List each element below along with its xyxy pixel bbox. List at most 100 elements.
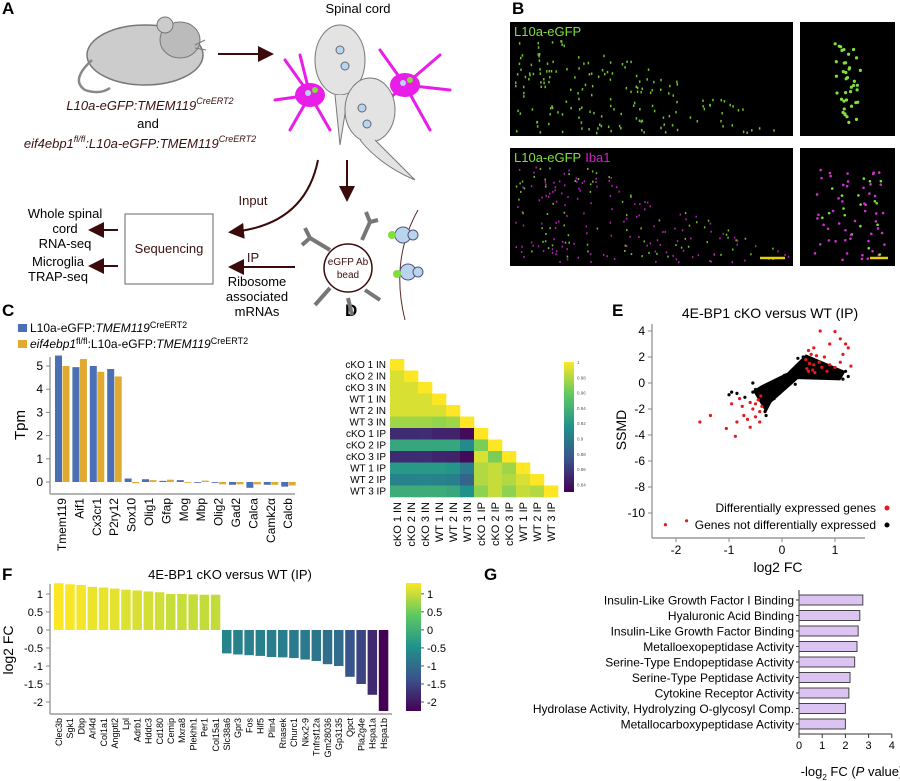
- f-x-tick-label: Rnasek: [278, 718, 288, 749]
- e-point-deg: [738, 397, 742, 401]
- heatmap-cell: [446, 462, 461, 475]
- f-bar: [356, 630, 366, 684]
- heatmap-cell: [418, 485, 433, 498]
- micrograph-bottom-zoom: [800, 148, 895, 266]
- c-bar-wt: [124, 478, 132, 482]
- f-colorbar-tick-label: -0.5: [427, 643, 446, 655]
- mouse-illustration: [77, 16, 207, 94]
- c-y-tick-label: 2: [36, 429, 43, 443]
- e-point-deg: [828, 363, 832, 367]
- c-bar-wt: [89, 366, 97, 482]
- f-x-tick-label: Plekhh1: [188, 718, 198, 751]
- d-row-label: WT 1 IP: [350, 464, 386, 475]
- heatmap-cell: [460, 451, 475, 463]
- e-point-nondeg: [764, 389, 768, 393]
- f-x-tick-label: Hspa1b: [379, 718, 389, 749]
- e-point-deg: [849, 364, 853, 368]
- f-x-tick-label: Gp3135: [334, 718, 344, 750]
- g-bar: [798, 625, 859, 637]
- panel-letter-c: C: [2, 301, 14, 320]
- heatmap-cell: [432, 439, 447, 452]
- g-x-tick-label: 0: [796, 740, 802, 752]
- e-legend-nondeg: Genes not differentially expressed: [695, 518, 876, 532]
- e-point-nondeg: [769, 385, 774, 389]
- f-x-tick-label: Tnfrsf12a: [312, 718, 322, 756]
- c-bar-wt: [107, 369, 115, 482]
- f-bar: [289, 630, 299, 659]
- c-x-tick-label: Sox10: [125, 498, 139, 532]
- c-bar-cko: [184, 482, 192, 483]
- heatmap-cell: [460, 439, 475, 452]
- c-y-tick-label: 1: [36, 452, 43, 466]
- output-rnaseq-label: Whole spinal cord RNA-seq: [28, 206, 103, 251]
- f-bar: [65, 584, 75, 630]
- e-point-nondeg: [783, 373, 787, 377]
- panel-a-schematic: L10a-eGFP:TMEM119CreERT2 and eif4ebp1fl/…: [24, 1, 452, 321]
- panel-b-micrographs: L10a-eGFP L10a-eGFP Iba1: [510, 22, 895, 266]
- heatmap-cell: [404, 485, 419, 498]
- g-x-tick-label: 2: [842, 740, 848, 752]
- c-bar-cko: [288, 482, 296, 486]
- heatmap-cell: [390, 370, 405, 383]
- bead-label-1: eGFP Ab: [328, 257, 369, 268]
- f-bar: [132, 590, 142, 630]
- e-y-label: SSMD: [613, 410, 629, 450]
- panel-letter-e: E: [612, 301, 623, 320]
- micrograph-signal: [515, 40, 886, 264]
- c-bar-wt: [194, 482, 202, 483]
- e-point-nondeg: [833, 374, 837, 379]
- c-bar-cko: [271, 482, 279, 485]
- heatmap-cell: [390, 416, 405, 429]
- g-category-label: Insulin-Like Growth Factor I Binding: [604, 594, 794, 608]
- c-x-tick-label: Aif1: [72, 498, 86, 519]
- e-point-nondeg: [846, 374, 850, 379]
- e-point-nondeg: [801, 355, 805, 359]
- f-y-tick-label: 0.5: [28, 607, 43, 619]
- heatmap-cell: [432, 393, 447, 406]
- d-row-label: WT 3 IN: [350, 418, 386, 429]
- mouse-line-2: eif4ebp1fl/fl:L10a-eGFP:TMEM119CreERT2: [24, 134, 256, 151]
- f-y-tick-label: 1: [37, 589, 43, 601]
- e-point-nondeg: [775, 384, 779, 388]
- heatmap-cell: [418, 405, 433, 417]
- f-bar: [210, 594, 221, 630]
- heatmap-cell: [432, 405, 447, 417]
- e-point-nondeg: [812, 376, 816, 380]
- heatmap-cell: [418, 451, 433, 463]
- e-legend-deg: Differentially expressed genes: [715, 501, 876, 515]
- heatmap-cell: [418, 439, 433, 452]
- f-y-tick-label: -0.5: [24, 643, 43, 655]
- e-point-deg: [733, 434, 737, 438]
- f-x-tick-label: Col1a1: [99, 718, 109, 747]
- f-bar: [188, 594, 198, 630]
- d-row-label: WT 3 IP: [350, 487, 386, 498]
- f-colorbar: [406, 583, 421, 711]
- e-point-nondeg: [727, 393, 731, 397]
- e-legend-nondeg-marker: [884, 522, 890, 528]
- c-x-tick-label: Mog: [177, 498, 191, 521]
- e-point-deg: [809, 352, 813, 356]
- d-colorbar: [564, 362, 574, 492]
- d-col-label: WT 3 IN: [462, 502, 474, 542]
- e-point-nondeg: [793, 382, 797, 386]
- e-point-deg: [724, 426, 728, 431]
- panel-letter-g: G: [484, 565, 497, 584]
- f-x-tick-label: Angptl2: [110, 718, 120, 749]
- heatmap-cell: [446, 428, 461, 440]
- e-y-tick-label: 2: [638, 350, 645, 364]
- and-label: and: [137, 116, 159, 131]
- f-x-tick-label: Lpl: [121, 718, 131, 730]
- f-bar: [334, 630, 344, 666]
- e-x-tick-label: -1: [724, 543, 735, 557]
- e-point-deg: [663, 523, 668, 527]
- d-col-label: cKO 1 IP: [476, 502, 488, 546]
- heatmap-cell: [474, 428, 489, 440]
- d-col-label: WT 3 IP: [546, 502, 558, 542]
- c-x-tick-label: Mbp: [194, 498, 208, 522]
- e-point-deg: [822, 355, 827, 359]
- heatmap-cell: [390, 428, 405, 440]
- d-col-label: cKO 1 IN: [392, 502, 404, 547]
- g-category-label: Insulin-Like Growth Factor Binding: [611, 625, 794, 639]
- heatmap-cell: [474, 485, 489, 498]
